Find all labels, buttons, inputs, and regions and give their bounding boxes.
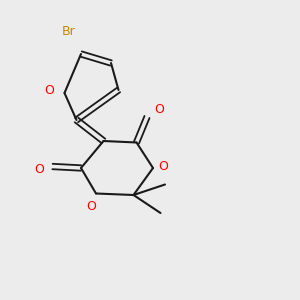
Text: O: O — [34, 163, 44, 176]
Text: Br: Br — [62, 25, 76, 38]
Text: O: O — [154, 103, 164, 116]
Text: O: O — [87, 200, 96, 214]
Text: O: O — [45, 83, 54, 97]
Text: O: O — [159, 160, 168, 173]
